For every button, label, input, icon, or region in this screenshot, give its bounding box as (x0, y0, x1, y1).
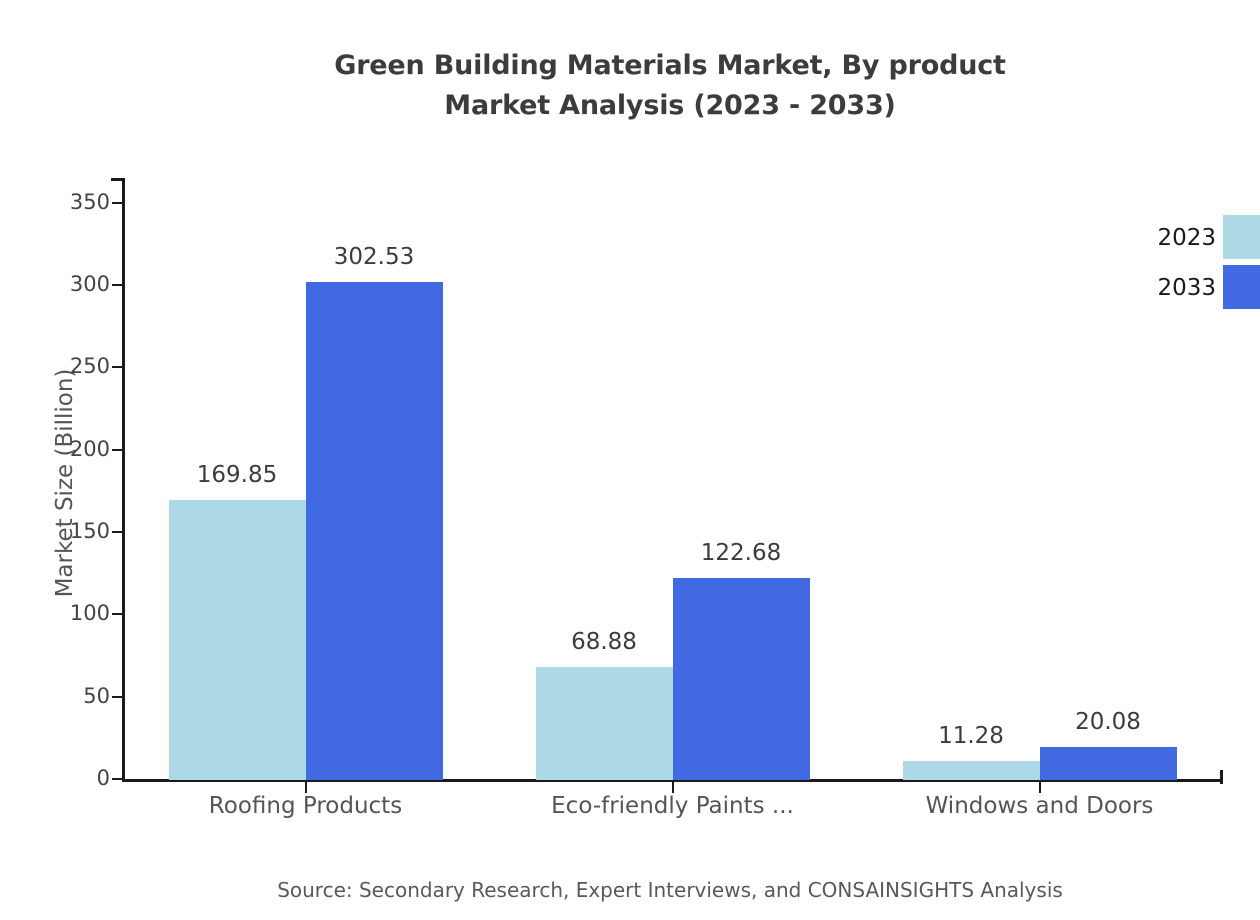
bar-2033-2[interactable] (1039, 746, 1177, 780)
y-axis-tick (112, 284, 123, 287)
legend-item-2023[interactable]: 2023 (1130, 215, 1260, 265)
legend-color-swatch (1223, 215, 1260, 259)
chart-title-line-1: Green Building Materials Market, By prod… (334, 50, 1006, 81)
legend-label: 2033 (1157, 275, 1216, 301)
y-axis-tick-label: 200 (69, 436, 110, 461)
y-axis-tick (112, 531, 123, 533)
y-axis-tick-label: 0 (96, 766, 110, 790)
bar-2023-2[interactable] (902, 761, 1040, 780)
x-axis-tick (304, 782, 307, 793)
bar-2023-0[interactable] (168, 500, 306, 780)
chart-title-line-2: Market Analysis (2023 - 2033) (444, 90, 896, 121)
plot-area (122, 178, 1223, 781)
y-axis-tick (112, 366, 123, 369)
legend-color-swatch (1223, 265, 1260, 309)
y-axis-top-cap (111, 178, 125, 181)
x-axis-category-label: Eco-friendly Paints ... (551, 793, 794, 819)
x-axis-category-label: Windows and Doors (925, 793, 1154, 819)
x-axis-tick (1038, 782, 1041, 793)
bar-value-label: 169.85 (196, 462, 278, 489)
y-axis-spine (122, 178, 125, 782)
y-axis-tick (112, 778, 123, 780)
bar-value-label: 302.53 (333, 243, 415, 270)
y-axis-tick-label: 100 (69, 601, 110, 626)
x-axis-category-label: Roofing Products (208, 793, 403, 819)
bar-value-label: 122.68 (700, 539, 782, 566)
y-axis-tick-label: 250 (69, 354, 110, 379)
legend-label: 2023 (1157, 225, 1216, 251)
y-axis-tick-label: 50 (83, 683, 110, 708)
x-axis-tick (671, 782, 674, 793)
y-axis-tick-label: 350 (69, 189, 110, 214)
y-axis-tick-label: 150 (69, 519, 110, 543)
source-note: Source: Secondary Research, Expert Inter… (277, 878, 1063, 902)
bar-value-label: 20.08 (1075, 708, 1141, 735)
chart-legend: 2023 2033 (1130, 215, 1260, 315)
bar-value-label: 68.88 (571, 628, 637, 655)
chart-title: Green Building Materials Market, By prod… (0, 46, 1260, 126)
bar-value-label: 11.28 (938, 723, 1004, 750)
y-axis-tick (112, 613, 123, 616)
x-axis-spine (122, 779, 1223, 782)
bar-2033-0[interactable] (305, 281, 443, 780)
legend-item-2033[interactable]: 2033 (1130, 265, 1260, 315)
y-axis-tick (112, 695, 123, 698)
bar-2023-1[interactable] (535, 666, 673, 780)
y-axis-tick-label: 300 (69, 272, 110, 297)
bar-2033-1[interactable] (672, 578, 810, 780)
y-axis-tick (112, 448, 123, 451)
x-axis-right-cap (1220, 770, 1223, 784)
y-axis-tick (112, 201, 123, 204)
